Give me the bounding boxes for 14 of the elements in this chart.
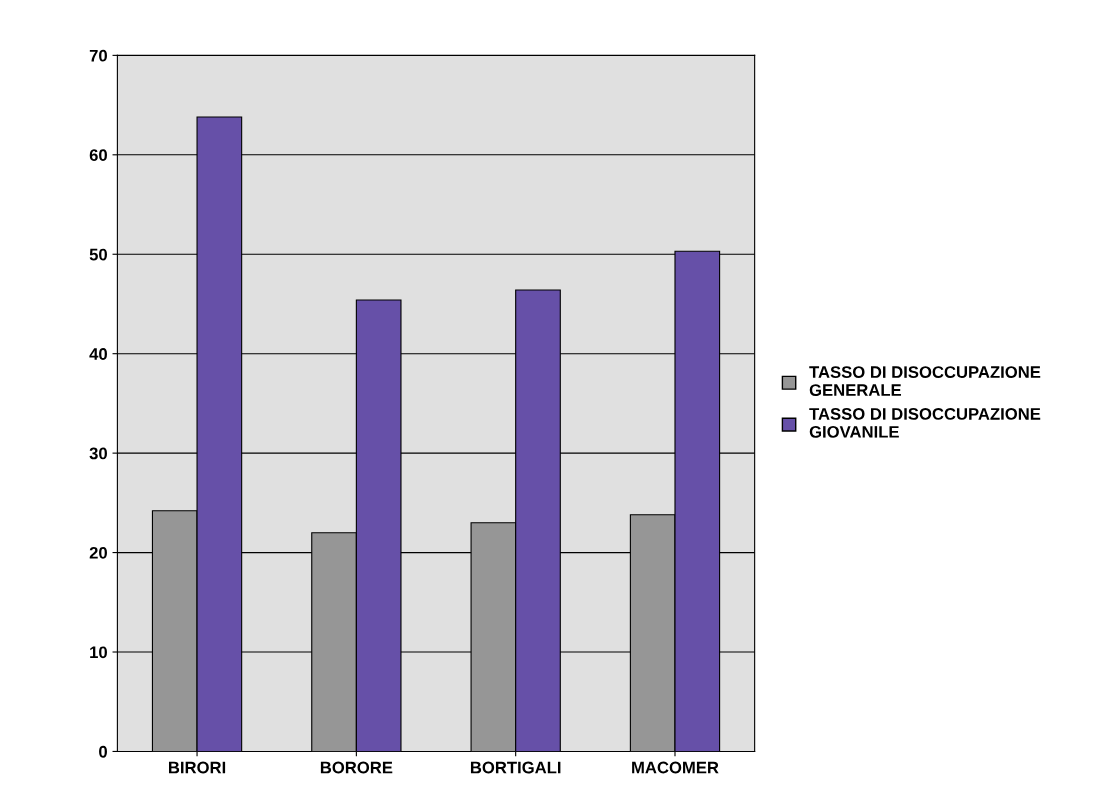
y-tick-label: 10 [90,646,107,659]
y-tick-label: 50 [89,248,107,261]
y-tick-label: 40 [89,348,107,360]
legend-label: TASSO DI DISOCCUPAZIONE GENERALE [809,366,1041,396]
x-tick-label: BORORE [320,761,393,774]
x-tick-label: MACOMER [632,761,719,774]
y-tick-label: 0 [99,745,107,758]
y-tick-label: 20 [89,546,107,559]
y-tick-label: 70 [89,49,107,62]
y-tick-label: 60 [89,149,107,162]
x-tick-label: BORTIGALI [470,761,561,774]
x-tick-label: BIRORI [169,761,226,774]
y-tick-label: 30 [89,447,107,460]
legend-label: TASSO DI DISOCCUPAZIONE GIOVANILE [809,408,1041,438]
